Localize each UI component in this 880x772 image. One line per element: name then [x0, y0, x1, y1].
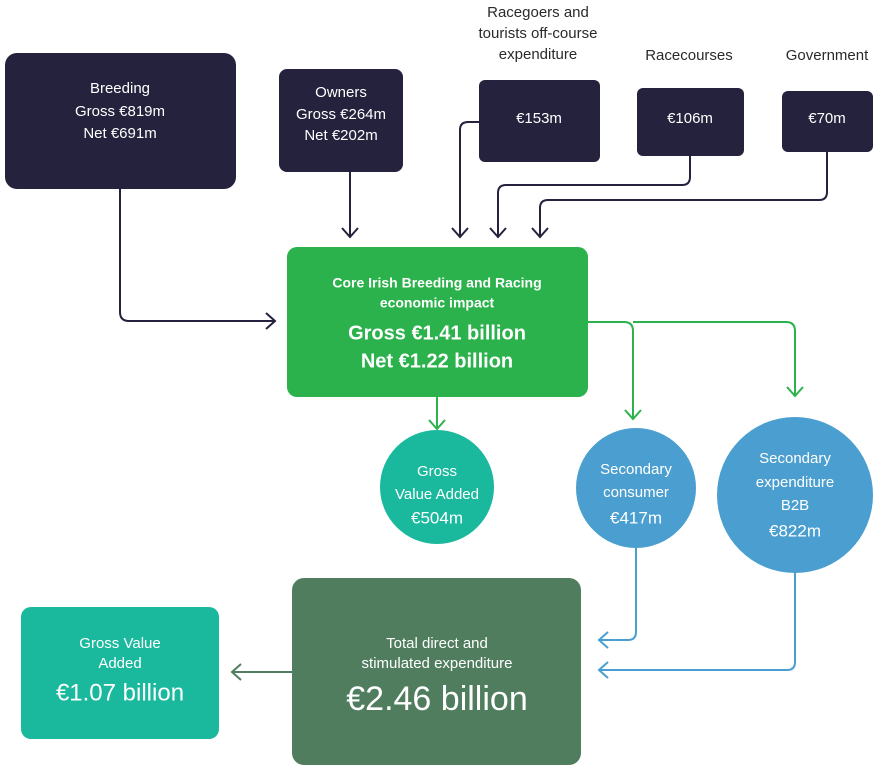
label: Gross €819m [75, 103, 165, 120]
total-box [292, 578, 581, 765]
label: Owners [315, 84, 367, 101]
core-box [287, 247, 588, 397]
b2b-circle [717, 417, 873, 573]
label: €106m [667, 110, 713, 127]
label: expenditure [756, 474, 834, 491]
caption: tourists off-course [479, 25, 598, 42]
gva-circle [380, 430, 494, 544]
breeding-box [5, 53, 236, 189]
label: Added [98, 655, 141, 672]
caption: expenditure [499, 46, 577, 63]
consumer-circle [576, 428, 696, 548]
label: Secondary [600, 461, 672, 478]
racecourses-box [637, 88, 744, 156]
label: €2.46 billion [346, 680, 527, 718]
label: €822m [769, 521, 821, 540]
label: €504m [411, 508, 463, 527]
label: €70m [808, 110, 846, 127]
label: €1.07 billion [56, 679, 184, 706]
caption: Racegoers and [487, 4, 589, 21]
label: Value Added [395, 486, 479, 503]
label: Core Irish Breeding and Racing [332, 275, 541, 291]
owners-box [279, 69, 403, 172]
label: stimulated expenditure [362, 655, 513, 672]
label: Net €1.22 billion [361, 350, 513, 372]
label: Net €202m [304, 127, 377, 144]
label: B2B [781, 497, 809, 514]
gva-box [21, 607, 219, 739]
government-box [782, 91, 873, 152]
racegoers-box [479, 80, 600, 162]
label: Secondary [759, 450, 831, 467]
label: €153m [516, 110, 562, 127]
label: Net €691m [83, 125, 156, 142]
label: €417m [610, 508, 662, 527]
label: Gross €264m [296, 106, 386, 123]
label: Gross Value [79, 635, 160, 652]
arrows [119, 121, 828, 681]
label: economic impact [380, 295, 495, 311]
label: Gross €1.41 billion [348, 322, 526, 344]
caption: Racecourses [645, 47, 733, 64]
caption: Government [786, 47, 869, 64]
label: Breeding [90, 80, 150, 97]
label: Total direct and [386, 635, 488, 652]
label: Gross [417, 463, 457, 480]
label: consumer [603, 484, 669, 501]
